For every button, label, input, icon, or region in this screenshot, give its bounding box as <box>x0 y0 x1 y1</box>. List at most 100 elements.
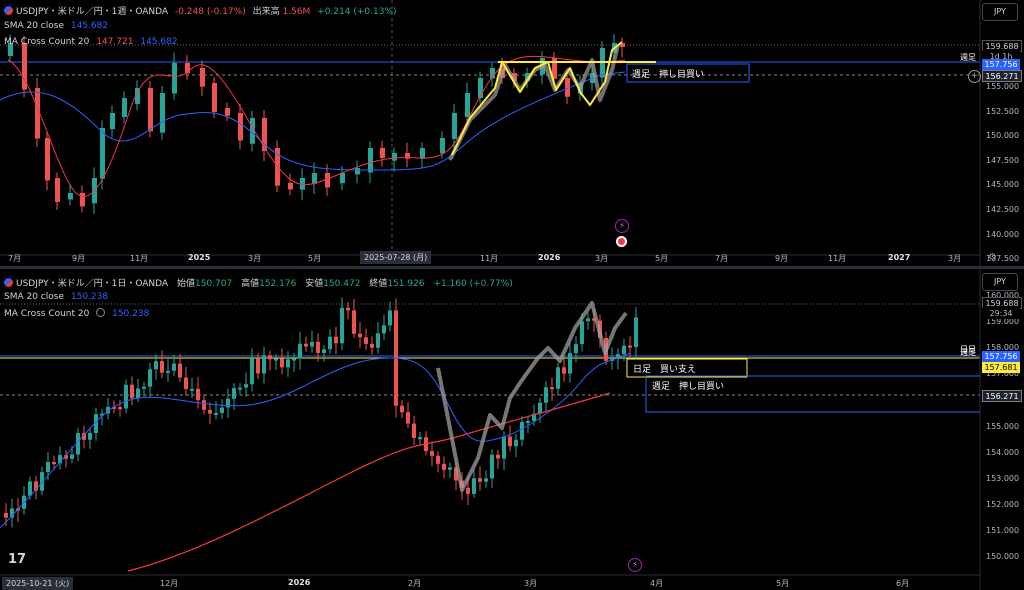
daily-candle <box>148 369 152 387</box>
daily-candle <box>190 388 194 391</box>
daily-candle <box>418 437 422 440</box>
time-axis-tick: 5月 <box>655 254 669 263</box>
daily-chart-canvas[interactable] <box>0 268 1024 590</box>
tradingview-logo: 17 <box>8 552 27 567</box>
daily-symbol[interactable]: USDJPY・米ドル／円・1日・OANDA <box>16 279 169 289</box>
currency-selector[interactable]: JPY <box>982 273 1018 291</box>
daily-candle <box>274 358 278 361</box>
weekly-chart-canvas[interactable] <box>0 0 1024 268</box>
weekly-candle <box>238 113 243 141</box>
open-value: 150.707 <box>194 279 233 289</box>
daily-candle <box>226 398 230 408</box>
daily-candle <box>634 317 638 347</box>
weekly-candle <box>565 78 570 97</box>
volume-label: 出来高 <box>252 7 280 17</box>
price-axis-tick: 160.000 <box>986 291 1020 300</box>
settings-gear-icon[interactable]: ⚙ <box>988 252 997 263</box>
mac-value1: 147.721 <box>96 37 134 47</box>
time-axis-tick: 2月 <box>408 579 422 588</box>
sma-value: 150.238 <box>70 292 109 302</box>
daily-candle <box>280 358 284 368</box>
daily-annotation-box1 <box>626 358 748 378</box>
daily-candle <box>508 436 512 447</box>
event-red-dot-icon[interactable] <box>616 236 627 247</box>
time-axis-tick: 7月 <box>715 254 729 263</box>
currency-selector[interactable]: JPY <box>982 3 1018 21</box>
event-lightning-icon[interactable]: ⚡ <box>628 558 642 572</box>
add-alert-icon[interactable]: + <box>968 70 981 83</box>
weekly-candle <box>312 173 317 184</box>
price-axis-tick: 147.500 <box>986 155 1020 165</box>
daily-candle <box>502 436 506 459</box>
daily-candle <box>142 386 146 389</box>
weekly-annotation-text: 週足 押し目買い <box>632 70 705 80</box>
time-axis-tick: 9月 <box>72 254 86 263</box>
daily-candle <box>622 345 626 355</box>
time-axis-tick: 7月 <box>8 254 22 263</box>
daily-candle <box>88 432 92 440</box>
weekly-chart-pane[interactable]: USDJPY・米ドル／円・1週・OANDA -0.248 (-0.17%) 出来… <box>0 0 1024 268</box>
price-axis-tick: 142.500 <box>986 205 1020 214</box>
daily-candle <box>172 363 176 371</box>
weekly-change: -0.248 (-0.17%) <box>174 7 246 17</box>
weekly-candle <box>148 88 153 132</box>
daily-candle <box>46 462 50 473</box>
daily-candle <box>256 358 260 374</box>
daily-candle <box>262 355 266 374</box>
daily-candle <box>10 508 14 518</box>
price-axis-tick: 157.000 <box>986 369 1020 379</box>
weekly-candle <box>340 173 345 184</box>
daily-mac-legend[interactable]: MA Cross Count 20 150.238 <box>4 308 149 319</box>
time-axis-tick: 11月 <box>828 254 847 263</box>
daily-candle <box>580 321 584 345</box>
price-axis-tick: 140.000 <box>986 229 1020 239</box>
daily-candle <box>178 363 182 378</box>
time-axis-tick: 5月 <box>308 254 322 263</box>
daily-candle <box>376 333 380 348</box>
daily-candle <box>466 487 470 494</box>
daily-sma-legend[interactable]: SMA 20 close 150.238 <box>4 292 108 302</box>
daily-candle <box>532 413 536 421</box>
daily-chart-pane[interactable]: USDJPY・米ドル／円・1日・OANDA 始値150.707 高値152.17… <box>0 268 1024 590</box>
time-axis-tick: 11月 <box>480 254 499 263</box>
daily-candle <box>616 354 620 359</box>
daily-candle <box>214 412 218 415</box>
weekly-candle <box>22 43 27 90</box>
close-label: 終値 <box>369 279 388 289</box>
weekly-tag-157756: 157.756 <box>982 59 1020 70</box>
weekly-sma-legend[interactable]: SMA 20 close 145.682 <box>4 21 108 31</box>
weekly-candle <box>490 68 495 79</box>
weekly-symbol[interactable]: USDJPY・米ドル／円・1週・OANDA <box>16 7 169 17</box>
close-value: 151.926 <box>387 279 425 289</box>
sma-value: 145.682 <box>70 21 109 31</box>
daily-candle <box>346 307 350 311</box>
eye-icon[interactable] <box>96 308 106 317</box>
daily-candle <box>370 343 374 348</box>
pane-divider[interactable] <box>0 266 1024 269</box>
weekly-mac-legend[interactable]: MA Cross Count 20 147.721 145.682 <box>4 37 178 47</box>
daily-candle <box>334 336 338 344</box>
price-axis-tick: 145.000 <box>986 180 1020 190</box>
weekly-annotation-box <box>626 63 750 83</box>
daily-annotation-text1: 日足 買い支え <box>633 365 697 375</box>
daily-candle <box>550 387 554 390</box>
daily-candle <box>436 455 440 464</box>
weekly-candle <box>100 128 105 179</box>
daily-candle <box>52 462 56 465</box>
price-axis-tick: 151.000 <box>986 525 1020 535</box>
weekly-candle <box>405 153 410 159</box>
daily-candle <box>442 463 446 470</box>
daily-candle <box>136 388 140 399</box>
daily-candle <box>628 345 632 348</box>
event-lightning-icon[interactable]: ⚡ <box>615 219 629 233</box>
price-axis-tick: 150.000 <box>986 552 1020 561</box>
daily-sma-line <box>0 352 631 529</box>
price-axis-tick: 158.000 <box>986 343 1020 353</box>
daily-candle <box>574 344 578 354</box>
price-axis-tick: 152.000 <box>986 499 1020 509</box>
weekly-candle <box>225 108 230 116</box>
weekly-candle <box>8 43 13 56</box>
daily-tag-157756: 157.756 <box>982 351 1020 362</box>
volume-value: 1.56M <box>282 7 311 17</box>
weekly-candle <box>262 118 267 151</box>
